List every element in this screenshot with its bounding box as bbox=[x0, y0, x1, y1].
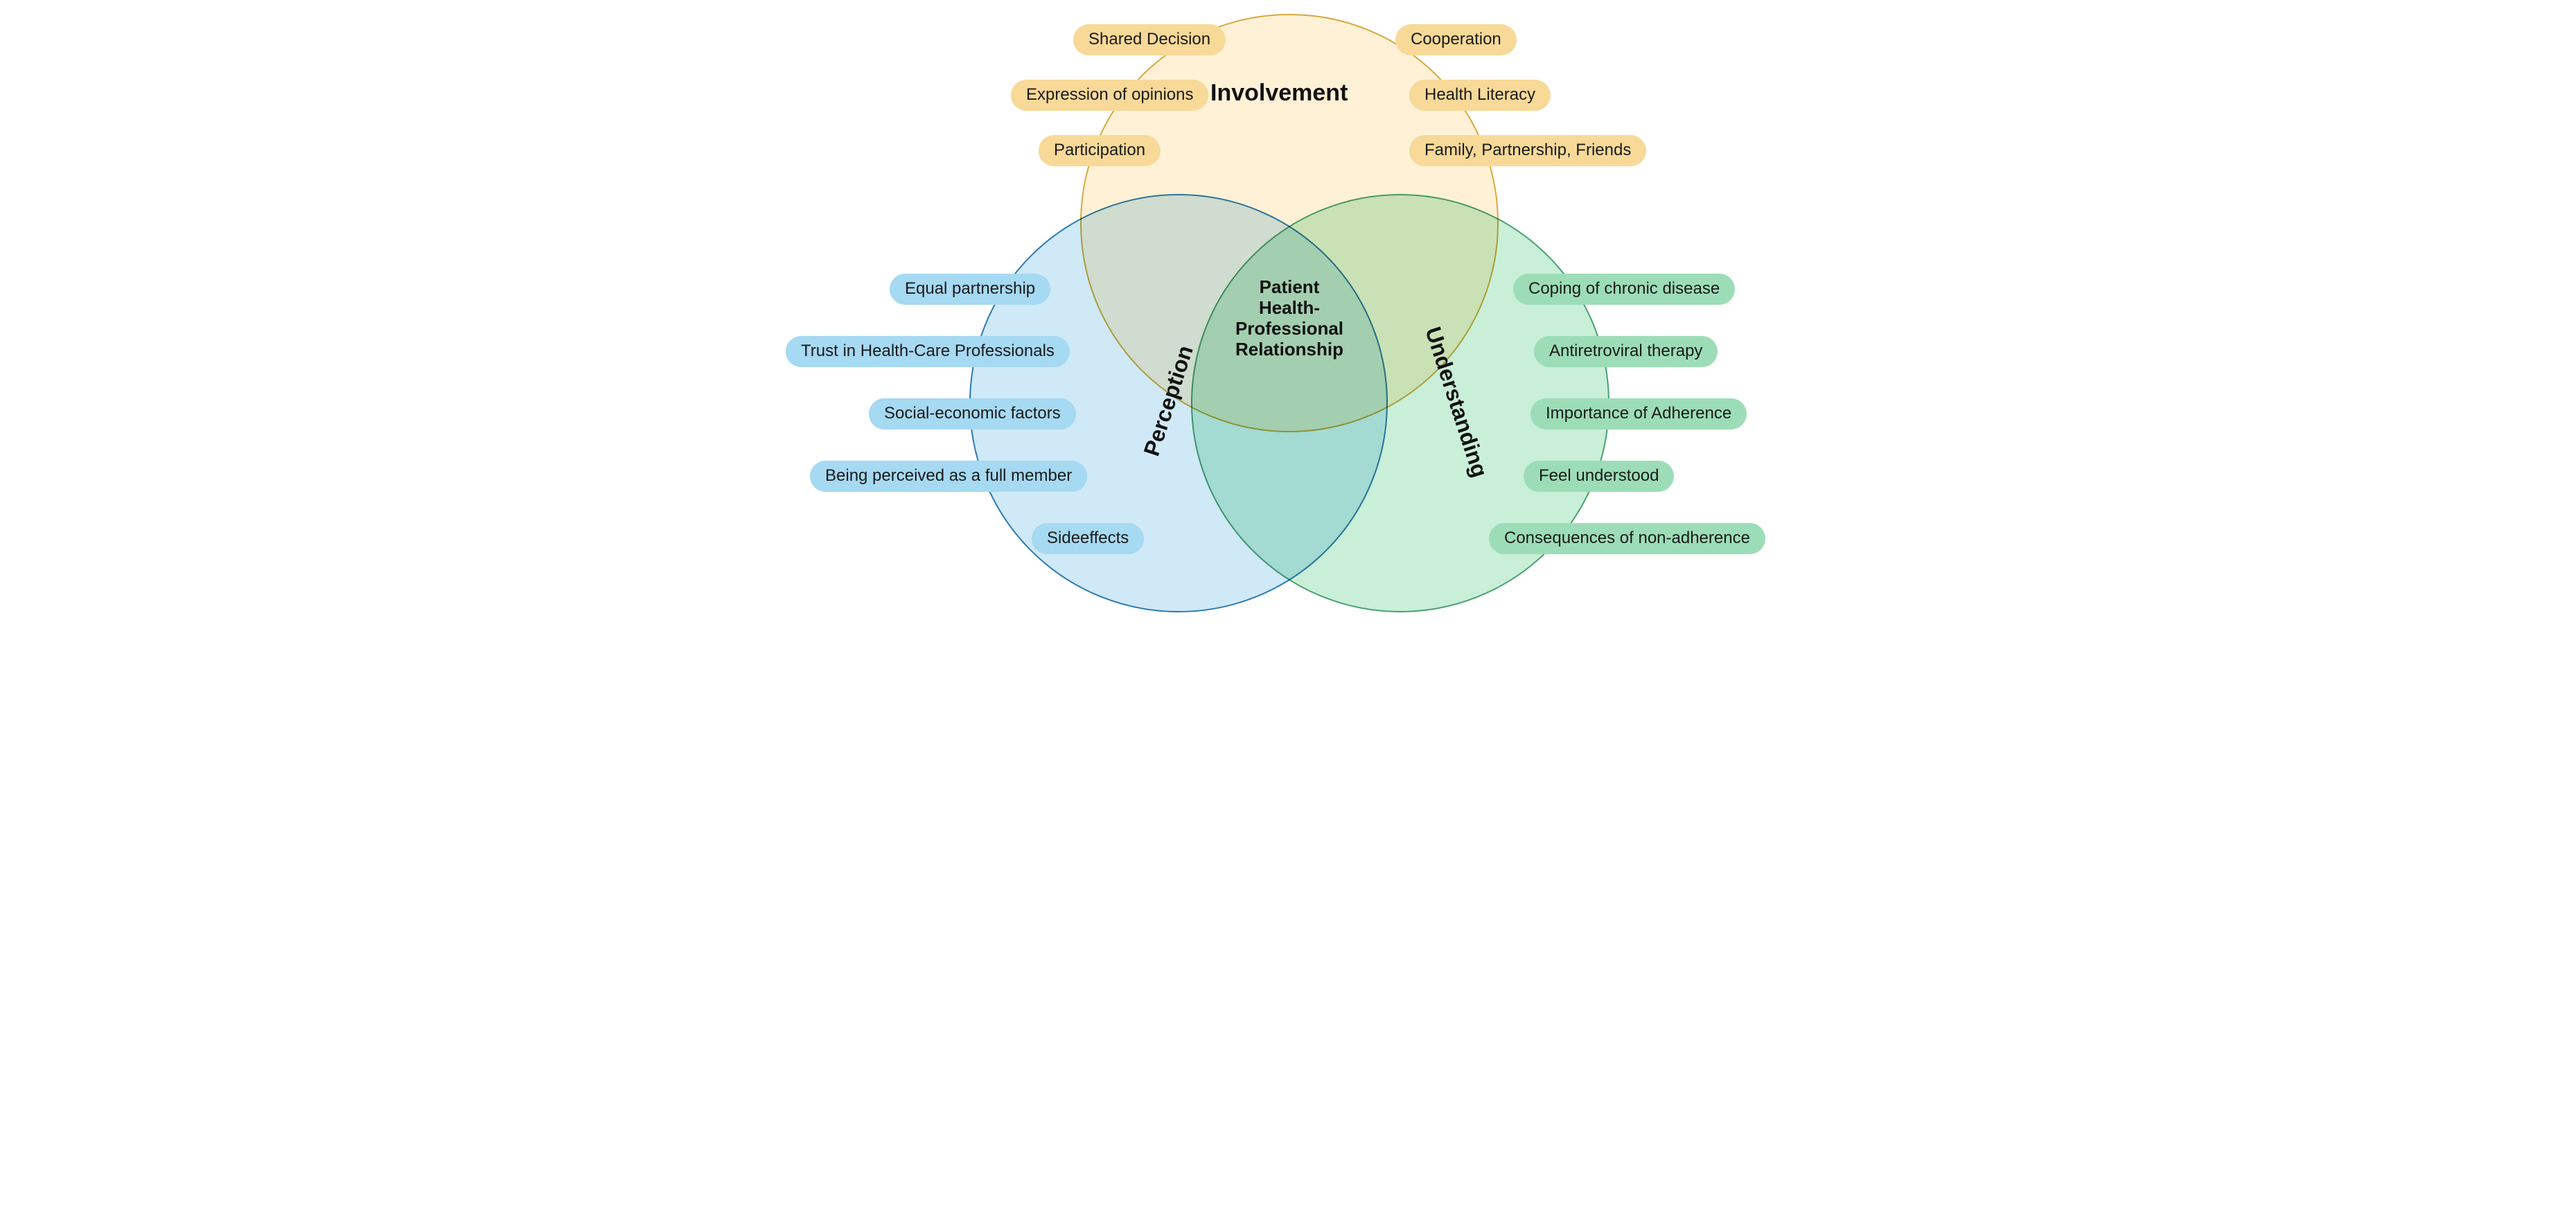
pill-understanding-4: Consequences of non-adherence bbox=[1489, 523, 1765, 554]
pill-involvement-2: Participation bbox=[1039, 135, 1161, 166]
pill-involvement-1: Expression of opinions bbox=[1011, 80, 1208, 111]
pill-involvement-3: Cooperation bbox=[1395, 24, 1517, 55]
venn-diagram: Involvement Perception Understanding Pat… bbox=[761, 0, 1815, 611]
pill-understanding-2: Importance of Adherence bbox=[1530, 398, 1747, 430]
pill-involvement-4: Health Literacy bbox=[1409, 80, 1551, 111]
pill-perception-4: Sideeffects bbox=[1032, 523, 1144, 554]
center-label: PatientHealth-ProfessionalRelationship bbox=[1227, 277, 1352, 360]
pill-understanding-3: Feel understood bbox=[1524, 461, 1674, 492]
pill-involvement-5: Family, Partnership, Friends bbox=[1409, 135, 1646, 166]
pill-perception-0: Equal partnership bbox=[890, 274, 1050, 305]
pill-perception-3: Being perceived as a full member bbox=[810, 461, 1087, 492]
pill-understanding-1: Antiretroviral therapy bbox=[1534, 336, 1718, 367]
pill-involvement-0: Shared Decision bbox=[1073, 24, 1226, 55]
title-involvement: Involvement bbox=[1210, 80, 1348, 107]
pill-perception-1: Trust in Health-Care Professionals bbox=[786, 336, 1070, 367]
pill-understanding-0: Coping of chronic disease bbox=[1513, 274, 1735, 305]
pill-perception-2: Social-economic factors bbox=[869, 398, 1076, 430]
